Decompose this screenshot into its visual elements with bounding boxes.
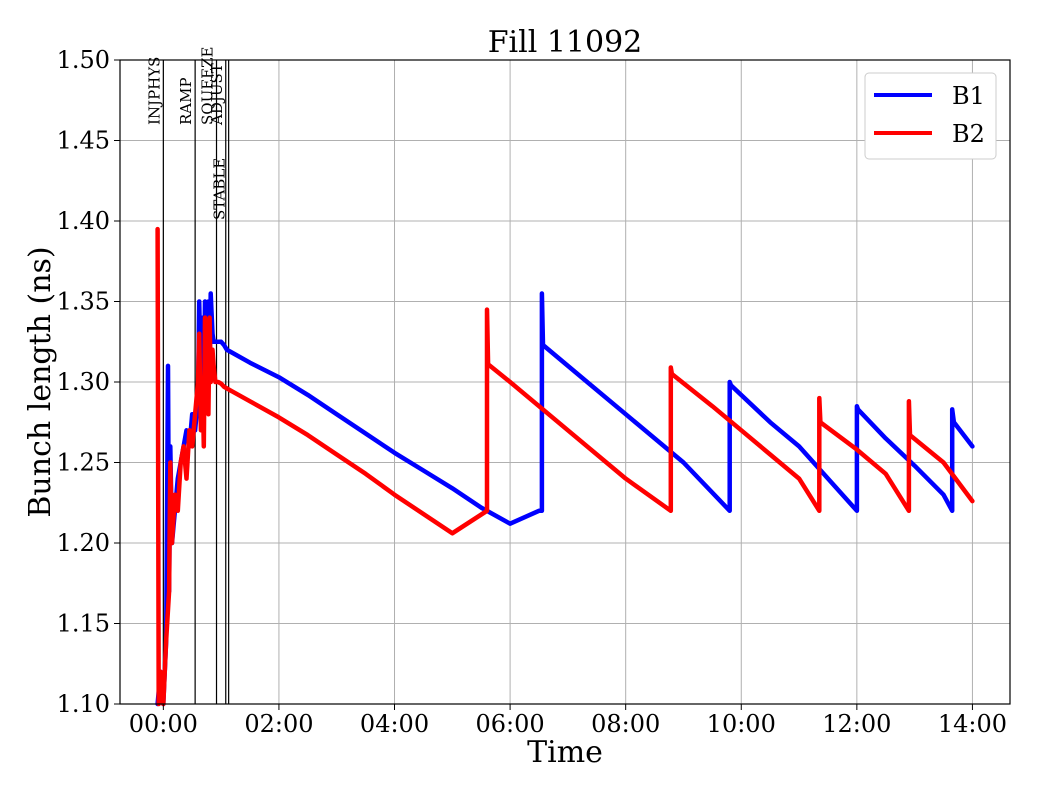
y-tick-label: 1.45 — [57, 127, 110, 155]
y-tick-label: 1.40 — [57, 207, 110, 235]
x-tick-label: 10:00 — [707, 710, 776, 738]
y-tick-label: 1.30 — [57, 368, 110, 396]
y-tick-label: 1.20 — [57, 529, 110, 557]
x-tick-labels: 00:00 02:00 04:00 06:00 08:00 10:00 12:00 14:00 — [129, 704, 1007, 738]
x-tick-label: 06:00 — [476, 710, 545, 738]
x-tick-label: 00:00 — [129, 710, 198, 738]
series-line-b2 — [155, 226, 975, 707]
x-tick-label: 14:00 — [938, 710, 1007, 738]
x-tick-label: 12:00 — [822, 710, 891, 738]
x-tick-label: 04:00 — [360, 710, 429, 738]
y-tick-label: 1.25 — [57, 449, 110, 477]
phase-label: STABLE — [211, 158, 229, 220]
phase-label: INJPHYS — [145, 57, 163, 125]
legend-b2-label: B2 — [952, 120, 985, 148]
series-lines — [155, 226, 975, 707]
legend-b1-label: B1 — [952, 82, 985, 110]
y-tick-label: 1.50 — [57, 46, 110, 74]
x-tick-label: 02:00 — [244, 710, 313, 738]
y-tick-labels: 1.10 1.15 1.20 1.25 1.30 1.35 1.40 1.45 1.50 — [57, 46, 120, 718]
phase-label: ADJUST — [208, 63, 226, 126]
y-tick-label: 1.35 — [57, 288, 110, 316]
x-tick-label: 08:00 — [591, 710, 660, 738]
chart-title: Fill 11092 — [488, 25, 643, 60]
y-tick-label: 1.15 — [57, 610, 110, 638]
y-tick-label: 1.10 — [57, 690, 110, 718]
x-axis-label: Time — [527, 735, 603, 770]
legend: B1 B2 — [864, 72, 997, 160]
y-axis-label: Bunch length (ns) — [23, 246, 58, 517]
phase-label: SQUEEZE — [199, 47, 217, 126]
phase-label: RAMP — [177, 77, 195, 125]
series-line-b1 — [155, 291, 975, 707]
